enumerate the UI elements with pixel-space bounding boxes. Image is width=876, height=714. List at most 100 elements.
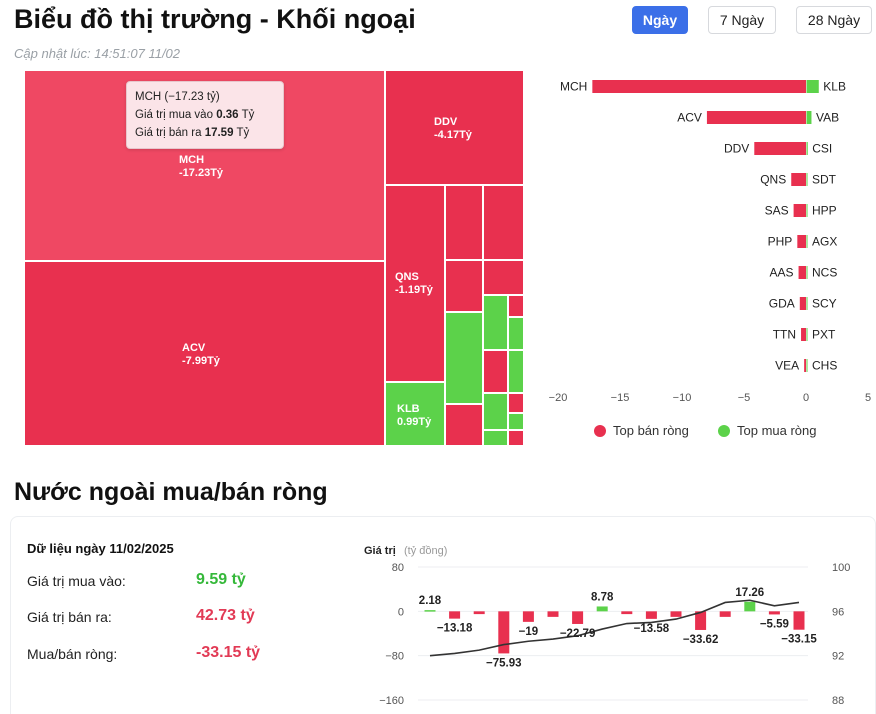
treemap-cell-qns[interactable] [385, 185, 445, 382]
treemap-cell[interactable] [483, 260, 524, 295]
y-axis-title: Giá trị [364, 545, 396, 557]
sell-bar [706, 111, 806, 124]
treemap-cell[interactable] [508, 413, 524, 430]
buy-bar [806, 266, 808, 279]
buy-category-label: SDT [812, 173, 837, 187]
data-label: −22.79 [560, 628, 596, 640]
sell-bar [799, 297, 806, 310]
buy-category-label: VAB [816, 111, 839, 125]
legend-sell-marker [594, 425, 606, 437]
sell-bar [791, 173, 806, 186]
buy-category-label: PXT [812, 328, 836, 342]
treemap-cell[interactable] [508, 393, 524, 413]
index-line [429, 599, 800, 657]
sell-value: 42.73 tỷ [196, 607, 255, 624]
treemap-cell[interactable] [508, 430, 524, 446]
treemap: MCH -17.23Tỷ ACV -7.99Tỷ DDV -4.17Tỷ QNS -1.… [24, 70, 524, 446]
x-tick-label: −20 [549, 392, 568, 404]
buy-bar [806, 359, 808, 372]
net-bar [473, 611, 485, 615]
net-bar [498, 611, 510, 654]
sell-bar [801, 328, 806, 341]
buy-category-label: SCY [812, 297, 837, 311]
x-tick-label: 5 [865, 392, 871, 404]
section-title-net-trading: Nước ngoài mua/bán ròng [14, 478, 328, 506]
update-value: 14:51:07 11/02 [94, 46, 181, 61]
buy-category-label: HPP [812, 204, 837, 218]
tooltip-buy: Giá trị mua vào 0.36 Tỷ [135, 109, 255, 121]
treemap-label-ddv: DDV -4.17Tỷ [434, 116, 472, 141]
buy-value-label: Giá trị mua vào: [27, 573, 126, 589]
net-value-label: Mua/bán ròng: [27, 646, 118, 662]
data-label: −13.58 [634, 623, 670, 635]
sell-category-label: SAS [765, 204, 789, 218]
y2-tick-label: 92 [832, 651, 844, 663]
treemap-cell[interactable] [483, 295, 508, 350]
tab-7-days[interactable]: 7 Ngày [708, 6, 776, 34]
sell-category-label: ACV [677, 111, 702, 125]
data-label: −19 [519, 626, 539, 638]
y2-tick-label: 88 [832, 695, 844, 707]
data-label: 8.78 [591, 591, 614, 603]
buy-bar [806, 204, 808, 217]
buy-bar [806, 173, 808, 186]
net-bar [621, 611, 633, 615]
treemap-cell[interactable] [445, 312, 483, 404]
buy-category-label: CHS [812, 359, 837, 373]
net-bar [719, 611, 731, 617]
treemap-label-qns: QNS -1.19Tỷ [395, 271, 433, 296]
treemap-cell[interactable] [445, 404, 483, 446]
net-bar [695, 611, 707, 630]
y2-tick-label: 96 [832, 606, 844, 618]
treemap-cell-mch[interactable] [24, 70, 385, 261]
buy-category-label: CSI [812, 142, 832, 156]
data-label: −33.62 [683, 634, 719, 646]
buy-category-label: KLB [823, 80, 846, 94]
treemap-cell-klb[interactable] [385, 382, 445, 446]
legend-sell-label: Top bán ròng [613, 423, 689, 438]
sell-value-label: Giá trị bán ra: [27, 609, 112, 625]
data-label: 17.26 [735, 587, 764, 599]
buy-bar [806, 297, 808, 310]
treemap-label-acv: ACV -7.99Tỷ [182, 342, 220, 367]
net-bar [670, 611, 682, 617]
update-label: Cập nhật lúc: [14, 46, 91, 61]
net-trading-chart: Giá trị (tỷ đồng)80 0 −80 −160 100 96 92 88 2.18 −… [364, 545, 850, 707]
sell-bar [754, 142, 806, 155]
y-tick-label: 0 [398, 606, 404, 618]
sell-category-label: MCH [560, 80, 587, 94]
treemap-cell[interactable] [508, 317, 524, 350]
sell-bar [592, 80, 806, 93]
treemap-cell[interactable] [508, 350, 524, 393]
sell-bar [797, 235, 806, 248]
net-bar [449, 611, 461, 619]
sell-category-label: AAS [770, 266, 794, 280]
treemap-cell-ddv[interactable] [385, 70, 524, 185]
net-bar [596, 606, 608, 612]
page-title: Biểu đồ thị trường - Khối ngoại [14, 4, 416, 34]
sell-category-label: DDV [724, 142, 749, 156]
tab-28-days[interactable]: 28 Ngày [796, 6, 872, 34]
y2-tick-label: 100 [832, 562, 850, 574]
tooltip-sell: Giá trị bán ra 17.59 Tỷ [135, 127, 250, 139]
treemap-cell-acv[interactable] [24, 261, 385, 446]
sell-bar [793, 204, 806, 217]
tab-day[interactable]: Ngày [632, 6, 688, 34]
treemap-cell[interactable] [508, 295, 524, 317]
treemap-cell[interactable] [445, 185, 483, 260]
net-value: -33.15 tỷ [196, 644, 261, 661]
y-tick-label: 80 [392, 562, 404, 574]
sell-category-label: GDA [769, 297, 795, 311]
treemap-cell[interactable] [483, 350, 508, 393]
net-bar [424, 610, 436, 612]
data-label: −13.18 [437, 623, 473, 635]
net-bar [547, 611, 559, 617]
x-tick-label: −5 [738, 392, 751, 404]
net-bar [572, 611, 584, 624]
buy-bar [806, 142, 808, 155]
treemap-cell[interactable] [483, 430, 508, 446]
treemap-label-klb: KLB 0.99Tỷ [397, 403, 432, 428]
treemap-cell[interactable] [445, 260, 483, 312]
treemap-cell[interactable] [483, 393, 508, 430]
treemap-cell[interactable] [483, 185, 524, 260]
